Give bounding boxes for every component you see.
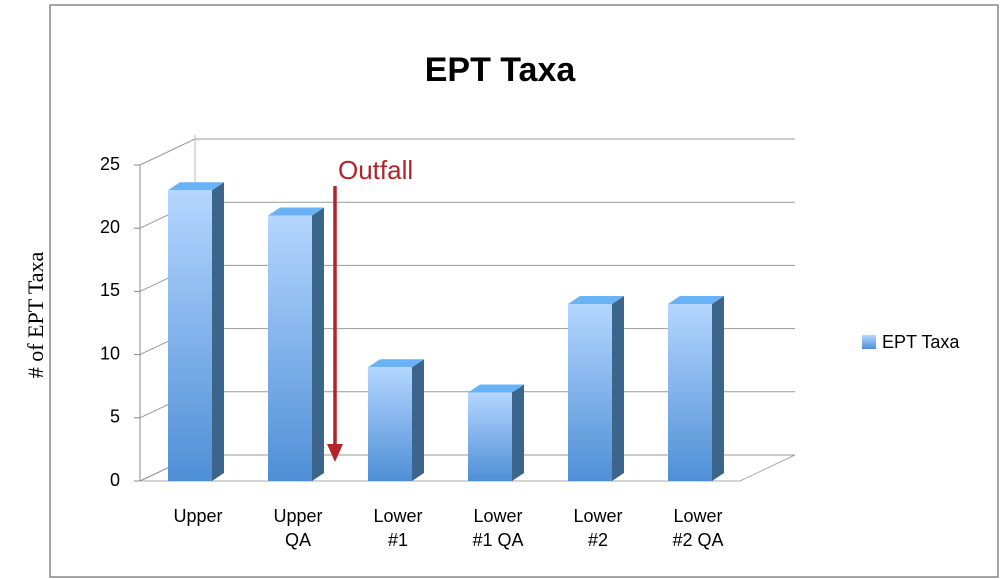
annotation: Outfall (338, 155, 413, 185)
bar-side (612, 296, 624, 481)
annotation-arrowhead (327, 444, 343, 462)
x-tick-label: Upper (173, 506, 223, 526)
y-tick-label: 15 (100, 280, 120, 300)
bar-side (212, 182, 224, 481)
y-tick-label: 10 (100, 343, 120, 363)
bar (568, 296, 624, 481)
bar-front (368, 367, 412, 481)
bar-front (168, 190, 212, 481)
bar-top (468, 384, 524, 393)
legend-swatch (862, 335, 876, 349)
bar-front (668, 304, 712, 481)
bar-front (268, 215, 312, 481)
bar-front (468, 392, 512, 481)
y-tick-label: 5 (110, 407, 120, 427)
x-tick-label: Lower #1 (373, 506, 423, 550)
y-tick-label: 20 (100, 217, 120, 237)
x-tick-label: Lower #1 QA (472, 506, 524, 550)
y-tick-label: 25 (100, 154, 120, 174)
bar-top (668, 296, 724, 305)
bar-top (268, 207, 324, 216)
legend-label: EPT Taxa (882, 332, 960, 352)
x-tick-label: Lower #2 QA (672, 506, 724, 550)
x-tick-label: Upper QA (273, 506, 323, 550)
chart-title: EPT Taxa (425, 51, 577, 89)
x-tick-label: Lower #2 (573, 506, 623, 550)
bar (368, 359, 424, 481)
bar-top (568, 296, 624, 305)
bar-side (312, 207, 324, 481)
y-tick-label: 0 (110, 470, 120, 490)
bar-side (412, 359, 424, 481)
bar-side (712, 296, 724, 481)
bar (168, 182, 224, 481)
bar-top (368, 359, 424, 368)
bar-side (512, 384, 524, 481)
y-axis-label: # of EPT Taxa (23, 251, 48, 378)
bar-top (168, 182, 224, 191)
bar (468, 384, 524, 481)
bar (268, 207, 324, 481)
bar-front (568, 304, 612, 481)
bar (668, 296, 724, 481)
grid-line (139, 138, 196, 166)
